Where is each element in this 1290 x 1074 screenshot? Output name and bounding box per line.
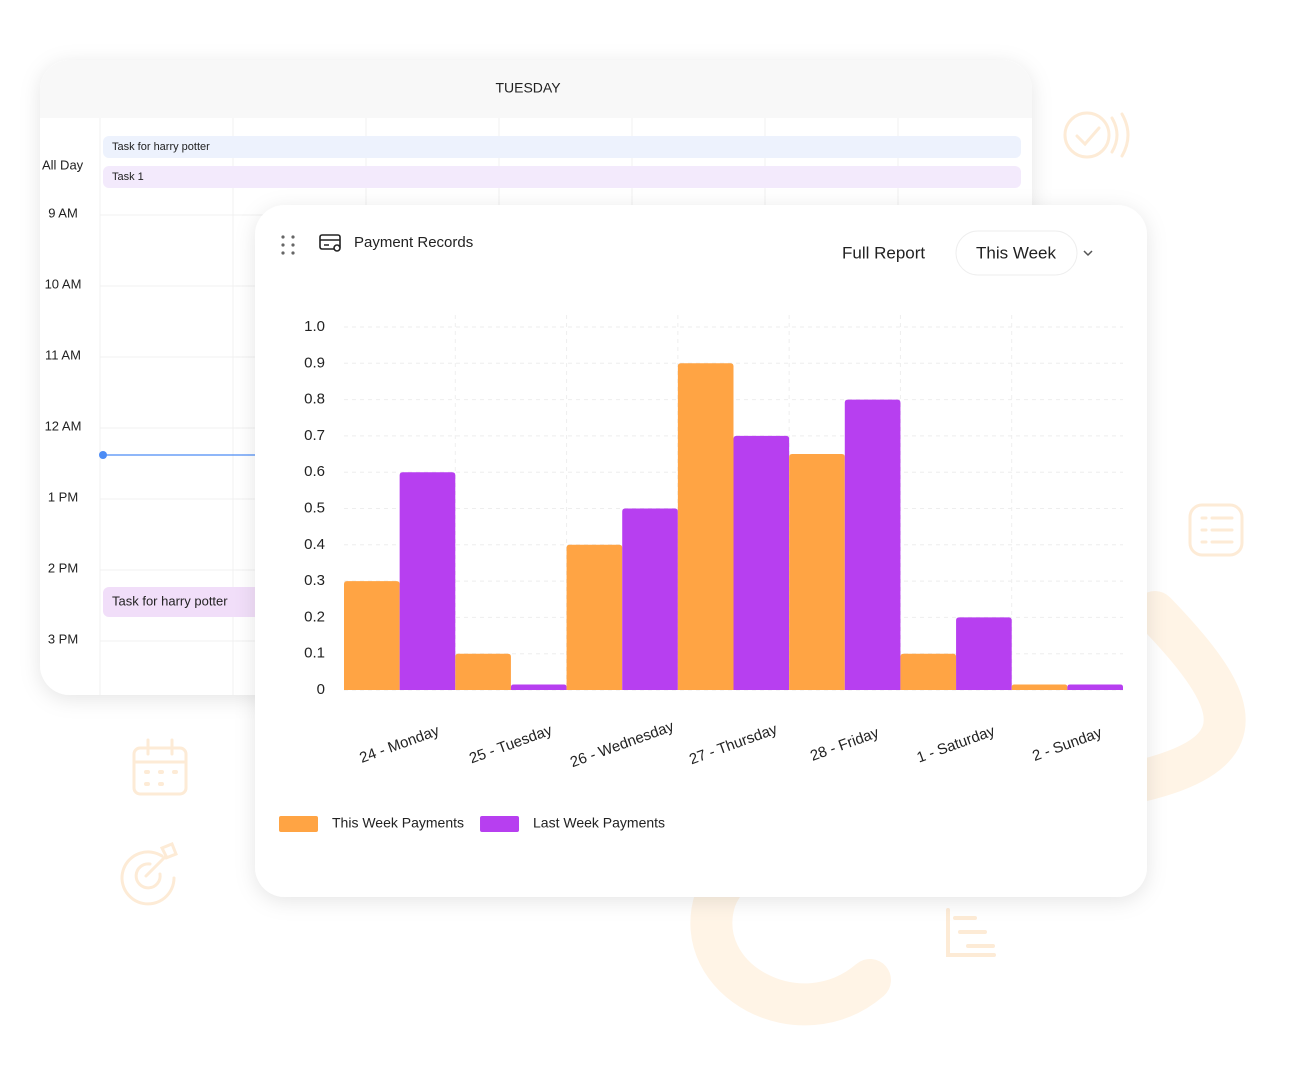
y-tick-label: 0.5 (304, 499, 325, 516)
legend-swatch (480, 816, 520, 832)
y-tick-label: 0.1 (304, 645, 325, 662)
bar (844, 399, 901, 690)
bar (789, 454, 845, 690)
bar (677, 363, 734, 690)
y-tick-label: 1.0 (304, 318, 325, 335)
bar (344, 581, 400, 690)
y-tick-label: 0.2 (304, 608, 325, 625)
legend-label: Last Week Payments (533, 815, 665, 831)
bar (900, 653, 957, 690)
event-label: Task for harry potter (112, 593, 228, 608)
now-dot (99, 451, 107, 459)
full-report-link[interactable]: Full Report (842, 243, 925, 262)
bar (510, 684, 567, 690)
time-label: 11 AM (45, 347, 81, 362)
y-tick-label: 0.3 (304, 572, 325, 589)
chevron[interactable] (1083, 250, 1093, 257)
drag-handle[interactable] (281, 235, 295, 255)
legend-label: This Week Payments (332, 815, 464, 831)
payment-icon (319, 234, 341, 252)
legend-swatch (279, 816, 318, 832)
time-label: 9 AM (48, 205, 78, 220)
all-day-task (103, 166, 1021, 188)
chart-card: Payment Records Full Report This Week 0 0… (255, 205, 1147, 897)
y-tick-label: 0.7 (304, 427, 325, 444)
all-day-task-label: Task 1 (112, 171, 144, 183)
time-label: 3 PM (48, 631, 78, 646)
bar (622, 508, 678, 690)
all-day-task (103, 136, 1021, 158)
bar (399, 472, 456, 690)
day-label: TUESDAY (495, 80, 561, 96)
y-tick-label: 0.9 (304, 354, 325, 371)
period-label: This Week (976, 243, 1056, 262)
y-tick-label: 0 (317, 681, 325, 698)
time-label: 12 AM (45, 418, 82, 433)
bar (566, 544, 623, 690)
time-label: 1 PM (48, 489, 78, 504)
bar (1011, 684, 1068, 690)
y-tick-label: 0.6 (304, 463, 325, 480)
bar (455, 653, 511, 690)
time-label: 2 PM (48, 560, 78, 575)
bar (956, 617, 1012, 690)
all-day-label: All Day (42, 157, 84, 172)
y-tick-label: 0.4 (304, 536, 325, 553)
calendar-header (40, 60, 1032, 118)
time-label: 10 AM (45, 276, 82, 291)
bar (1067, 684, 1123, 690)
bar (733, 435, 790, 690)
y-tick-label: 0.8 (304, 391, 325, 408)
event (103, 587, 263, 617)
period-select[interactable] (955, 230, 1078, 276)
all-day-task-label: Task for harry potter (112, 141, 210, 153)
widget-title: Payment Records (354, 234, 473, 251)
